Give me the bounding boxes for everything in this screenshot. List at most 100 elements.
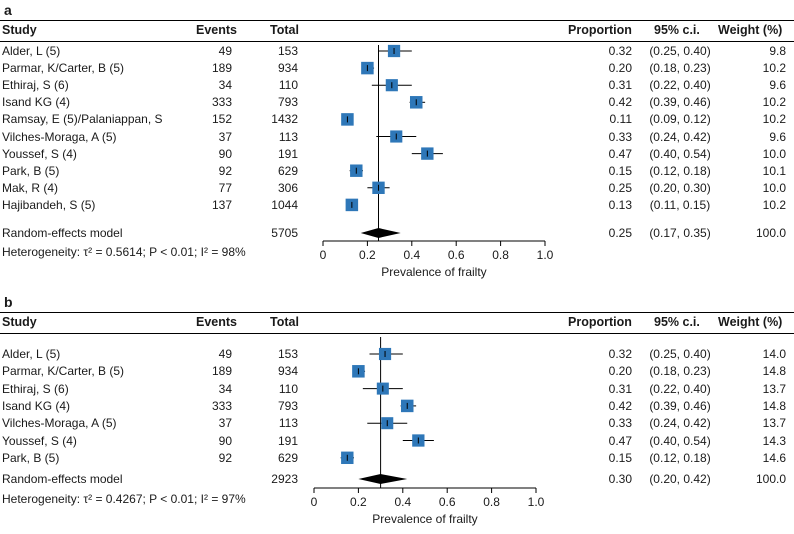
proportion-value: 0.33 [608, 416, 632, 431]
summary-diamond [360, 228, 401, 238]
x-tick-label: 1.0 [537, 248, 554, 262]
total-count: 629 [277, 450, 298, 465]
ci-value: (0.18, 0.23) [649, 61, 711, 76]
proportion-value: 0.15 [608, 163, 632, 178]
total-count: 793 [277, 398, 298, 413]
ci-value: (0.39, 0.46) [649, 95, 711, 110]
proportion-value: 0.32 [608, 44, 632, 58]
events-count: 333 [211, 95, 232, 110]
forest-panel-b: b Study Events Total Proportion 95% c.i.… [0, 292, 794, 534]
summary-weight: 100.0 [755, 472, 786, 486]
x-axis-label: Prevalence of frailty [372, 512, 477, 526]
study-name: Isand KG (4) [2, 398, 71, 413]
ci-value: (0.25, 0.40) [649, 347, 711, 361]
total-count: 1432 [271, 112, 298, 127]
proportion-value: 0.32 [608, 347, 632, 361]
header-total: Total [270, 23, 299, 37]
events-count: 189 [211, 364, 232, 379]
header-weight: Weight (%) [718, 315, 783, 329]
study-name: Ramsay, E (5)/Palaniappan, S [2, 112, 163, 127]
total-count: 153 [277, 347, 298, 361]
x-tick-label: 0 [311, 495, 318, 509]
x-tick-label: 0.8 [483, 495, 500, 509]
weight-value: 14.8 [762, 398, 786, 413]
header-rule-bottom [0, 41, 794, 42]
total-count: 1044 [271, 197, 298, 212]
summary-total: 2923 [271, 472, 298, 486]
x-tick-label: 0.4 [403, 248, 420, 262]
total-count: 934 [277, 364, 298, 379]
total-count: 113 [278, 416, 298, 431]
study-name: Alder, L (5) [2, 44, 61, 58]
x-tick-label: 0.6 [439, 495, 456, 509]
summary-proportion: 0.25 [608, 226, 632, 240]
ci-value: (0.22, 0.40) [649, 78, 711, 93]
total-count: 113 [278, 129, 298, 144]
forest-plot-b: 0 0.2 0.4 0.6 0.8 1.0 Prevalence of frailty [311, 337, 545, 526]
study-name: Park, B (5) [2, 450, 60, 465]
header-study: Study [2, 315, 37, 329]
weight-value: 13.7 [762, 416, 786, 431]
events-count: 37 [218, 416, 232, 431]
header-rule-top [0, 312, 794, 313]
header-ci: 95% c.i. [654, 23, 700, 37]
x-tick-label: 1.0 [528, 495, 545, 509]
ci-value: (0.22, 0.40) [649, 381, 711, 396]
forest-plot-a: 0 0.2 0.4 0.6 0.8 1.0 Prevalence of frailty [320, 44, 554, 279]
panel-label: b [4, 294, 13, 310]
study-name: Isand KG (4) [2, 95, 71, 110]
header-study: Study [2, 23, 37, 37]
total-count: 629 [277, 163, 298, 178]
x-tick-label: 0.6 [448, 248, 465, 262]
ci-value: (0.18, 0.23) [649, 364, 711, 379]
total-count: 191 [277, 433, 298, 448]
proportion-value: 0.42 [608, 398, 632, 413]
events-count: 152 [211, 112, 232, 127]
study-name: Vilches-Moraga, A (5) [2, 129, 117, 144]
events-count: 189 [211, 61, 232, 76]
weight-value: 14.0 [762, 347, 786, 361]
proportion-value: 0.47 [608, 146, 632, 161]
proportion-value: 0.31 [608, 78, 632, 93]
ci-value: (0.39, 0.46) [649, 398, 711, 413]
summary-weight: 100.0 [755, 226, 786, 240]
proportion-value: 0.13 [608, 197, 632, 212]
events-count: 90 [218, 146, 232, 161]
study-name: Ethiraj, S (6) [2, 381, 69, 396]
weight-value: 10.2 [762, 61, 786, 76]
ci-value: (0.20, 0.30) [649, 180, 711, 195]
events-count: 333 [211, 398, 232, 413]
summary-proportion: 0.30 [608, 472, 632, 486]
total-count: 793 [277, 95, 298, 110]
proportion-value: 0.11 [609, 112, 632, 127]
weight-value: 10.2 [762, 112, 786, 127]
ci-value: (0.24, 0.42) [649, 129, 711, 144]
proportion-value: 0.20 [608, 364, 632, 379]
ci-value: (0.25, 0.40) [649, 44, 711, 58]
column-header-row: Study Events Total Proportion 95% c.i. W… [0, 315, 794, 333]
summary-label: Random-effects model [2, 226, 123, 240]
ci-value: (0.24, 0.42) [649, 416, 711, 431]
header-rule-top [0, 20, 794, 21]
study-name: Vilches-Moraga, A (5) [2, 416, 117, 431]
ci-value: (0.40, 0.54) [649, 433, 711, 448]
ci-value: (0.12, 0.18) [649, 450, 711, 465]
x-tick-label: 0 [320, 248, 327, 262]
proportion-value: 0.15 [608, 450, 632, 465]
events-count: 90 [218, 433, 232, 448]
forest-panel-a: a Study Events Total Proportion 95% c.i.… [0, 2, 794, 279]
total-count: 934 [277, 61, 298, 76]
total-count: 110 [278, 381, 298, 396]
study-name: Parmar, K/Carter, B (5) [2, 61, 125, 76]
events-count: 92 [218, 450, 232, 465]
events-count: 34 [218, 381, 232, 396]
study-name: Youssef, S (4) [2, 433, 77, 448]
weight-value: 10.2 [762, 95, 786, 110]
weight-value: 9.6 [769, 78, 786, 93]
study-name: Ethiraj, S (6) [2, 78, 69, 93]
weight-value: 14.3 [762, 433, 786, 448]
total-count: 306 [277, 180, 298, 195]
heterogeneity-text: Heterogeneity: τ² = 0.5614; P < 0.01; I²… [2, 245, 246, 259]
ci-value: (0.40, 0.54) [649, 146, 711, 161]
proportion-value: 0.33 [608, 129, 632, 144]
